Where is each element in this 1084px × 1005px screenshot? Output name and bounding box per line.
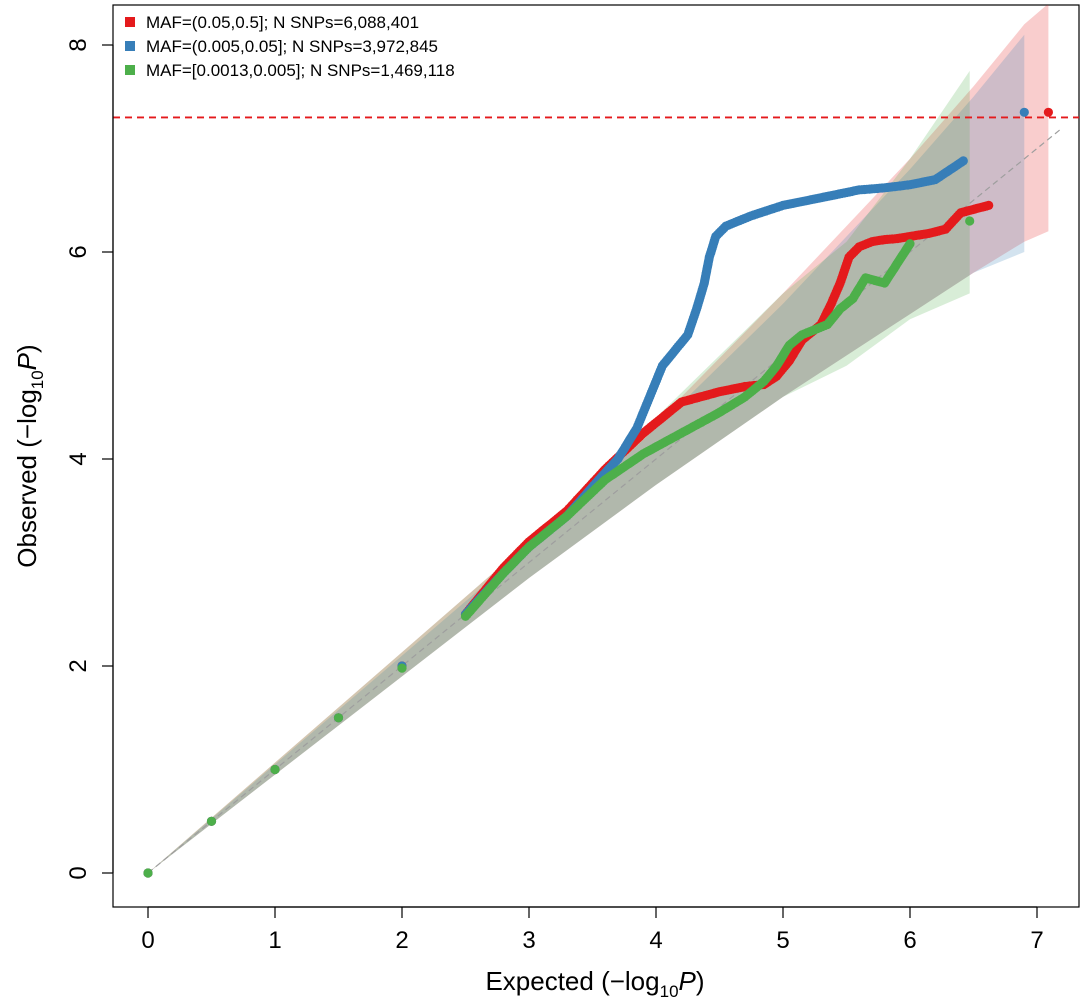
y-axis-title-var: P — [12, 352, 42, 370]
data-point — [270, 764, 280, 775]
data-point — [397, 663, 407, 673]
y-axis-title: Observed (−log10P) — [12, 344, 47, 567]
legend-label-maf-rare: MAF=[0.0013,0.005]; N SNPs=1,469,118 — [146, 61, 455, 80]
x-tick-label: 5 — [776, 927, 789, 954]
x-axis-title-subscript: 10 — [660, 982, 679, 1001]
y-tick-label: 2 — [65, 659, 92, 672]
y-axis-title-subscript: 10 — [28, 370, 47, 389]
confidence-bands — [148, 5, 1049, 873]
series-3-points — [143, 216, 975, 878]
legend-swatch-maf-common — [125, 17, 135, 27]
data-point — [965, 216, 975, 226]
x-axis-title-prefix: Expected (−log — [485, 966, 659, 996]
confidence-band-series-2 — [148, 34, 1025, 873]
confidence-band-series-1 — [148, 5, 1049, 873]
data-points — [143, 107, 1053, 878]
x-axis-title: Expected (−log10P) — [485, 966, 704, 1001]
x-axis: 0 1 2 3 4 5 6 7 — [141, 906, 1044, 954]
x-tick-label: 6 — [903, 927, 916, 954]
legend-swatch-maf-low — [125, 41, 135, 51]
legend-label-maf-common: MAF=(0.05,0.5]; N SNPs=6,088,401 — [146, 13, 419, 32]
y-tick-label: 8 — [65, 38, 92, 51]
data-point — [984, 200, 994, 210]
x-tick-label: 3 — [522, 927, 535, 954]
legend-swatch-maf-rare — [125, 65, 135, 75]
x-tick-label: 1 — [268, 927, 281, 954]
data-point — [905, 239, 915, 249]
y-axis: 0 2 4 6 8 — [65, 38, 114, 880]
y-tick-label: 6 — [65, 245, 92, 258]
y-tick-label: 4 — [65, 452, 92, 465]
x-axis-title-var: P — [679, 966, 697, 996]
data-point — [1019, 107, 1029, 117]
data-point — [143, 868, 153, 878]
x-axis-title-suffix: ) — [696, 966, 705, 996]
x-tick-label: 4 — [649, 927, 662, 954]
data-point — [958, 156, 968, 166]
legend: MAF=(0.05,0.5]; N SNPs=6,088,401 MAF=(0.… — [125, 13, 455, 80]
y-axis-title-suffix: ) — [12, 344, 42, 353]
x-tick-label: 0 — [141, 927, 154, 954]
y-axis-title-prefix: Observed (−log — [12, 389, 42, 567]
data-point — [333, 713, 344, 723]
data-point — [1043, 107, 1053, 117]
x-tick-label: 7 — [1030, 927, 1043, 954]
y-tick-label: 0 — [65, 866, 92, 879]
data-point — [206, 816, 217, 826]
x-tick-label: 2 — [395, 927, 408, 954]
legend-label-maf-low: MAF=(0.005,0.05]; N SNPs=3,972,845 — [146, 37, 438, 56]
